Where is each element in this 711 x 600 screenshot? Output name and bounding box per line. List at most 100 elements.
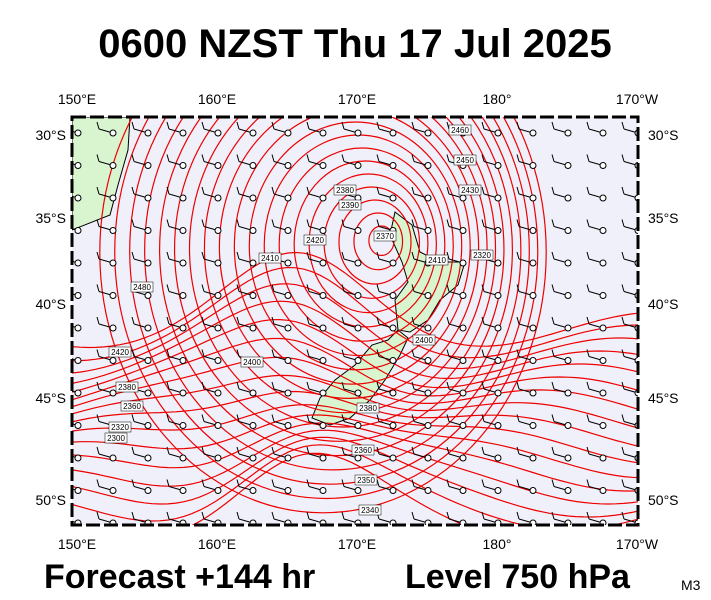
station <box>564 422 572 429</box>
wind-barb <box>131 349 135 357</box>
station <box>354 259 362 267</box>
wind-barb <box>551 154 555 162</box>
station <box>144 162 152 169</box>
contour-label-box <box>470 249 494 261</box>
station <box>179 292 187 299</box>
station <box>529 162 537 169</box>
station <box>179 194 187 202</box>
station <box>564 227 572 234</box>
wind-barb <box>166 446 170 455</box>
station <box>564 389 572 397</box>
station <box>494 454 502 462</box>
wind-barb <box>62 252 64 259</box>
station <box>494 292 502 299</box>
station <box>389 324 397 332</box>
wind-barb <box>96 349 100 357</box>
wind-barb <box>411 284 415 292</box>
station <box>249 422 257 429</box>
station <box>74 422 82 429</box>
wind-barb <box>96 121 100 130</box>
wind-barb <box>341 251 345 260</box>
lat-label-right: 40°S <box>648 296 679 312</box>
station <box>424 194 432 202</box>
wind-barb <box>621 251 625 260</box>
wind-barb <box>516 511 520 520</box>
stations <box>62 121 638 525</box>
station <box>529 227 537 234</box>
wind-barb <box>166 154 170 162</box>
wind-barb <box>306 511 310 520</box>
contour-label-box <box>104 432 128 444</box>
station <box>249 389 257 397</box>
station <box>144 487 152 494</box>
station <box>494 357 502 364</box>
wind-barb <box>551 414 555 422</box>
wind-barb <box>551 446 555 455</box>
contour-label: 2320 <box>473 251 491 260</box>
contour-label-box <box>453 154 477 166</box>
station <box>389 292 397 299</box>
station <box>459 194 467 202</box>
wind-barb <box>96 414 100 422</box>
wind-barb <box>446 349 450 357</box>
wind-barb <box>236 349 240 357</box>
station <box>74 194 82 202</box>
wind-barb <box>551 251 555 260</box>
station <box>214 357 222 364</box>
wind-barb <box>586 154 590 162</box>
contour-label: 2460 <box>451 126 469 135</box>
contour-label: 2400 <box>415 336 433 345</box>
contour-label-box <box>351 444 375 456</box>
wind-barb <box>306 446 310 455</box>
wind-barb <box>201 121 205 130</box>
wind-barb <box>271 316 275 325</box>
station <box>144 357 152 364</box>
wind-barb <box>201 251 205 260</box>
wind-barb <box>621 479 625 487</box>
station <box>74 162 82 169</box>
wind-barb <box>516 316 520 325</box>
wind-barb <box>481 349 485 357</box>
wind-barb <box>411 186 415 195</box>
contour <box>203 117 488 414</box>
wind-barb <box>166 186 170 195</box>
contour <box>72 356 638 410</box>
wind-barb <box>411 121 415 130</box>
wind-barb <box>271 511 275 520</box>
contour-label: 2420 <box>306 236 324 245</box>
wind-barb <box>411 316 415 325</box>
wind-barb <box>411 511 415 520</box>
station <box>529 194 537 202</box>
station <box>599 357 607 364</box>
station <box>214 454 222 462</box>
station <box>319 324 327 332</box>
station <box>564 292 572 299</box>
station <box>564 454 572 462</box>
station <box>529 292 537 299</box>
contour-label: 2380 <box>336 186 354 195</box>
wind-barb <box>376 414 380 422</box>
contour-label-box <box>258 252 282 264</box>
wind-barb <box>62 512 64 519</box>
wind-barb <box>621 316 625 325</box>
station <box>494 129 502 137</box>
wind-barb <box>586 219 590 227</box>
wind-barb <box>166 251 170 260</box>
map-frame <box>70 115 640 527</box>
footer-level: Level 750 hPa <box>405 558 631 596</box>
station <box>249 162 257 169</box>
station <box>214 194 222 202</box>
station <box>319 292 327 299</box>
contour <box>233 117 471 385</box>
wind-barb <box>446 381 450 390</box>
lat-label-right: 35°S <box>648 210 679 226</box>
contour-label: 2420 <box>111 348 129 357</box>
wind-barb <box>621 511 625 520</box>
contour <box>72 266 638 362</box>
contour <box>114 117 539 500</box>
station <box>354 227 362 234</box>
wind-barb <box>621 349 625 357</box>
wind-barb <box>516 186 520 195</box>
wind-barb <box>376 284 380 292</box>
station <box>144 194 152 202</box>
